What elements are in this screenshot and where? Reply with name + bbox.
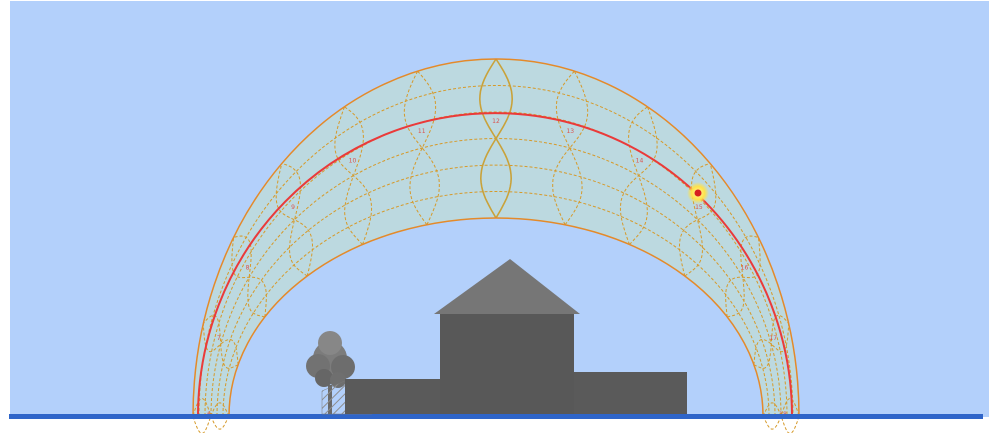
hour-label: 9 (291, 204, 295, 211)
hour-analemmas (192, 58, 800, 433)
hour-label: 12 (492, 118, 500, 125)
sky-dome-band (193, 59, 799, 416)
analemma-curve (753, 314, 790, 369)
inner-boundary-arc (228, 217, 764, 417)
dome-arc-line (198, 85, 794, 417)
hour-label: 8 (246, 265, 250, 272)
hour-label: 7 (217, 335, 221, 342)
analemma-curve (403, 70, 440, 225)
analemma-curve (202, 314, 239, 369)
sun-icon (687, 182, 709, 204)
analemma-curve (678, 163, 717, 277)
analemma-curve (552, 70, 589, 225)
ground-line (9, 414, 983, 419)
analemma-curve (628, 106, 648, 245)
current-sun-path (197, 111, 793, 417)
analemma-curve (281, 163, 308, 277)
dome-arc-line (222, 191, 770, 417)
hour-label: 16 (741, 265, 749, 272)
analemma-curve (727, 235, 759, 318)
hour-label: 15 (695, 204, 703, 211)
dome-arc-line (216, 164, 776, 417)
analemma-curve (231, 237, 267, 318)
dome-arc-line (204, 111, 788, 417)
tree-icon (306, 331, 355, 414)
house-icon (345, 259, 687, 414)
hour-label: 11 (418, 128, 426, 135)
hour-label: 10 (349, 157, 357, 164)
analemma-curve (478, 58, 513, 219)
analemma-curve (555, 70, 583, 226)
analemma-curve (409, 70, 437, 226)
analemma-curve (334, 106, 373, 245)
analemma-curve (684, 163, 711, 277)
analemma-curve (725, 237, 761, 318)
analemma-curve (275, 163, 314, 277)
outer-boundary-arc (192, 58, 800, 417)
hour-label: 17 (769, 335, 777, 342)
hour-label: 13 (566, 128, 574, 135)
analemma-curve (753, 323, 790, 365)
hour-label: 14 (636, 157, 644, 164)
analemma-curve (233, 235, 265, 318)
analemma-curve (202, 323, 239, 365)
